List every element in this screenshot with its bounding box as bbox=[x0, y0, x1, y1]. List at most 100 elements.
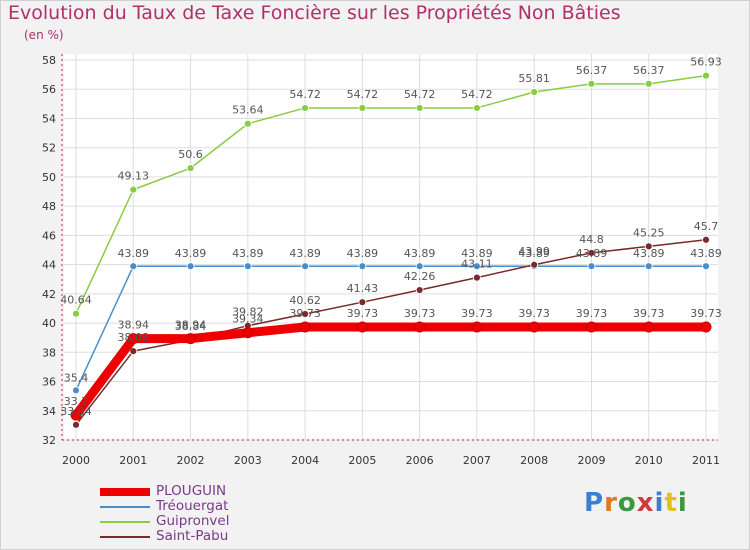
data-point bbox=[644, 262, 653, 271]
data-point bbox=[358, 104, 367, 112]
x-tick-label: 2006 bbox=[406, 454, 434, 467]
data-point bbox=[415, 104, 424, 112]
logo-letter: i bbox=[654, 488, 665, 518]
data-point bbox=[414, 321, 426, 333]
data-label: 38.84 bbox=[175, 320, 207, 333]
y-tick-label: 46 bbox=[42, 229, 56, 242]
data-label: 43.89 bbox=[633, 247, 665, 260]
legend-label: Guipronvel bbox=[156, 513, 230, 529]
data-point bbox=[473, 104, 481, 112]
data-point bbox=[72, 386, 80, 395]
data-point bbox=[243, 119, 252, 128]
data-point bbox=[358, 298, 367, 307]
data-label: 41.43 bbox=[347, 282, 379, 295]
legend-swatch bbox=[100, 506, 150, 508]
x-tick-label: 2003 bbox=[234, 454, 262, 467]
legend-label: Tréouergat bbox=[156, 498, 229, 514]
data-point bbox=[129, 262, 138, 271]
data-point bbox=[702, 71, 710, 80]
data-label: 54.72 bbox=[347, 88, 379, 101]
legend-swatch bbox=[100, 536, 150, 538]
data-point bbox=[358, 262, 367, 271]
data-label: 35.4 bbox=[64, 371, 89, 384]
plot-area bbox=[64, 54, 718, 440]
y-tick-label: 52 bbox=[42, 142, 56, 155]
data-label: 38.08 bbox=[118, 331, 150, 344]
data-label: 39.73 bbox=[690, 307, 722, 320]
data-point bbox=[186, 164, 195, 173]
legend-label: Saint-Pabu bbox=[156, 528, 229, 544]
logo-letter: i bbox=[677, 488, 688, 518]
data-point bbox=[530, 88, 539, 96]
data-point bbox=[702, 235, 710, 244]
logo-letter: P bbox=[584, 488, 605, 518]
data-point bbox=[471, 321, 483, 333]
y-tick-label: 34 bbox=[42, 405, 56, 418]
data-label: 38.94 bbox=[118, 319, 150, 332]
x-tick-label: 2005 bbox=[348, 454, 376, 467]
data-label: 39.34 bbox=[232, 313, 264, 326]
data-point bbox=[299, 321, 311, 333]
data-point bbox=[301, 104, 309, 112]
data-point bbox=[127, 333, 139, 345]
data-label: 43.89 bbox=[118, 247, 150, 260]
x-tick-label: 2007 bbox=[463, 454, 491, 467]
grid bbox=[64, 54, 718, 441]
data-label: 43.89 bbox=[461, 247, 493, 260]
y-tick-label: 40 bbox=[42, 317, 56, 330]
data-label: 43.99 bbox=[518, 245, 550, 258]
data-label: 38.94 bbox=[175, 319, 207, 332]
y-tick-label: 36 bbox=[42, 376, 56, 389]
series-line-plouguin bbox=[71, 322, 711, 420]
data-label: 45.7 bbox=[694, 220, 719, 233]
series-line-guipronvel bbox=[75, 74, 707, 315]
data-point bbox=[243, 262, 252, 271]
data-point bbox=[587, 262, 596, 271]
data-label: 43.89 bbox=[175, 247, 207, 260]
series-group bbox=[70, 71, 712, 429]
data-label: 43.89 bbox=[232, 247, 264, 260]
data-point bbox=[473, 273, 481, 282]
logo-letter: x bbox=[636, 488, 655, 518]
data-point bbox=[473, 262, 481, 271]
data-label: 54.72 bbox=[404, 88, 436, 101]
data-label: 39.82 bbox=[232, 306, 264, 319]
data-label: 33.04 bbox=[60, 405, 92, 418]
data-point bbox=[186, 262, 195, 271]
y-tick-label: 58 bbox=[42, 54, 56, 67]
data-label: 43.89 bbox=[404, 247, 436, 260]
data-label: 43.89 bbox=[347, 247, 379, 260]
data-label: 39.73 bbox=[518, 307, 550, 320]
data-label: 39.73 bbox=[347, 307, 379, 320]
x-tick-label: 2010 bbox=[635, 454, 663, 467]
x-tick-label: 2004 bbox=[291, 454, 319, 467]
y-tick-label: 48 bbox=[42, 200, 56, 213]
data-point bbox=[528, 321, 540, 333]
data-label: 42.26 bbox=[404, 270, 436, 283]
data-point bbox=[585, 321, 597, 333]
data-point bbox=[185, 333, 197, 345]
data-label: 39.73 bbox=[404, 307, 436, 320]
y-tick-label: 54 bbox=[42, 112, 56, 125]
logo-letter: o bbox=[617, 488, 637, 518]
data-point bbox=[702, 262, 710, 271]
data-point bbox=[301, 262, 309, 271]
data-point bbox=[129, 185, 138, 194]
proxiti-logo: Proxiti bbox=[584, 488, 688, 518]
data-label: 54.72 bbox=[289, 88, 321, 101]
data-label: 39.73 bbox=[576, 307, 608, 320]
y-tick-label: 50 bbox=[42, 171, 56, 184]
data-point bbox=[530, 260, 539, 269]
data-point bbox=[415, 286, 424, 294]
data-labels: 35.443.89 43.89 43.89 43.89 43.89 43.89 43.89 4… bbox=[60, 56, 722, 418]
x-tick-label: 2009 bbox=[577, 454, 605, 467]
data-label: 43.89 bbox=[289, 247, 321, 260]
data-label: 39.73 bbox=[633, 307, 665, 320]
y-tick-label: 42 bbox=[42, 288, 56, 301]
data-label: 43.89 bbox=[518, 247, 550, 260]
x-tick-label: 2001 bbox=[119, 454, 147, 467]
data-point bbox=[643, 321, 655, 333]
chart-title: Evolution du Taux de Taxe Foncière sur l… bbox=[8, 2, 621, 24]
data-label: 40.64 bbox=[60, 294, 92, 307]
data-label: 53.64 bbox=[232, 104, 264, 117]
